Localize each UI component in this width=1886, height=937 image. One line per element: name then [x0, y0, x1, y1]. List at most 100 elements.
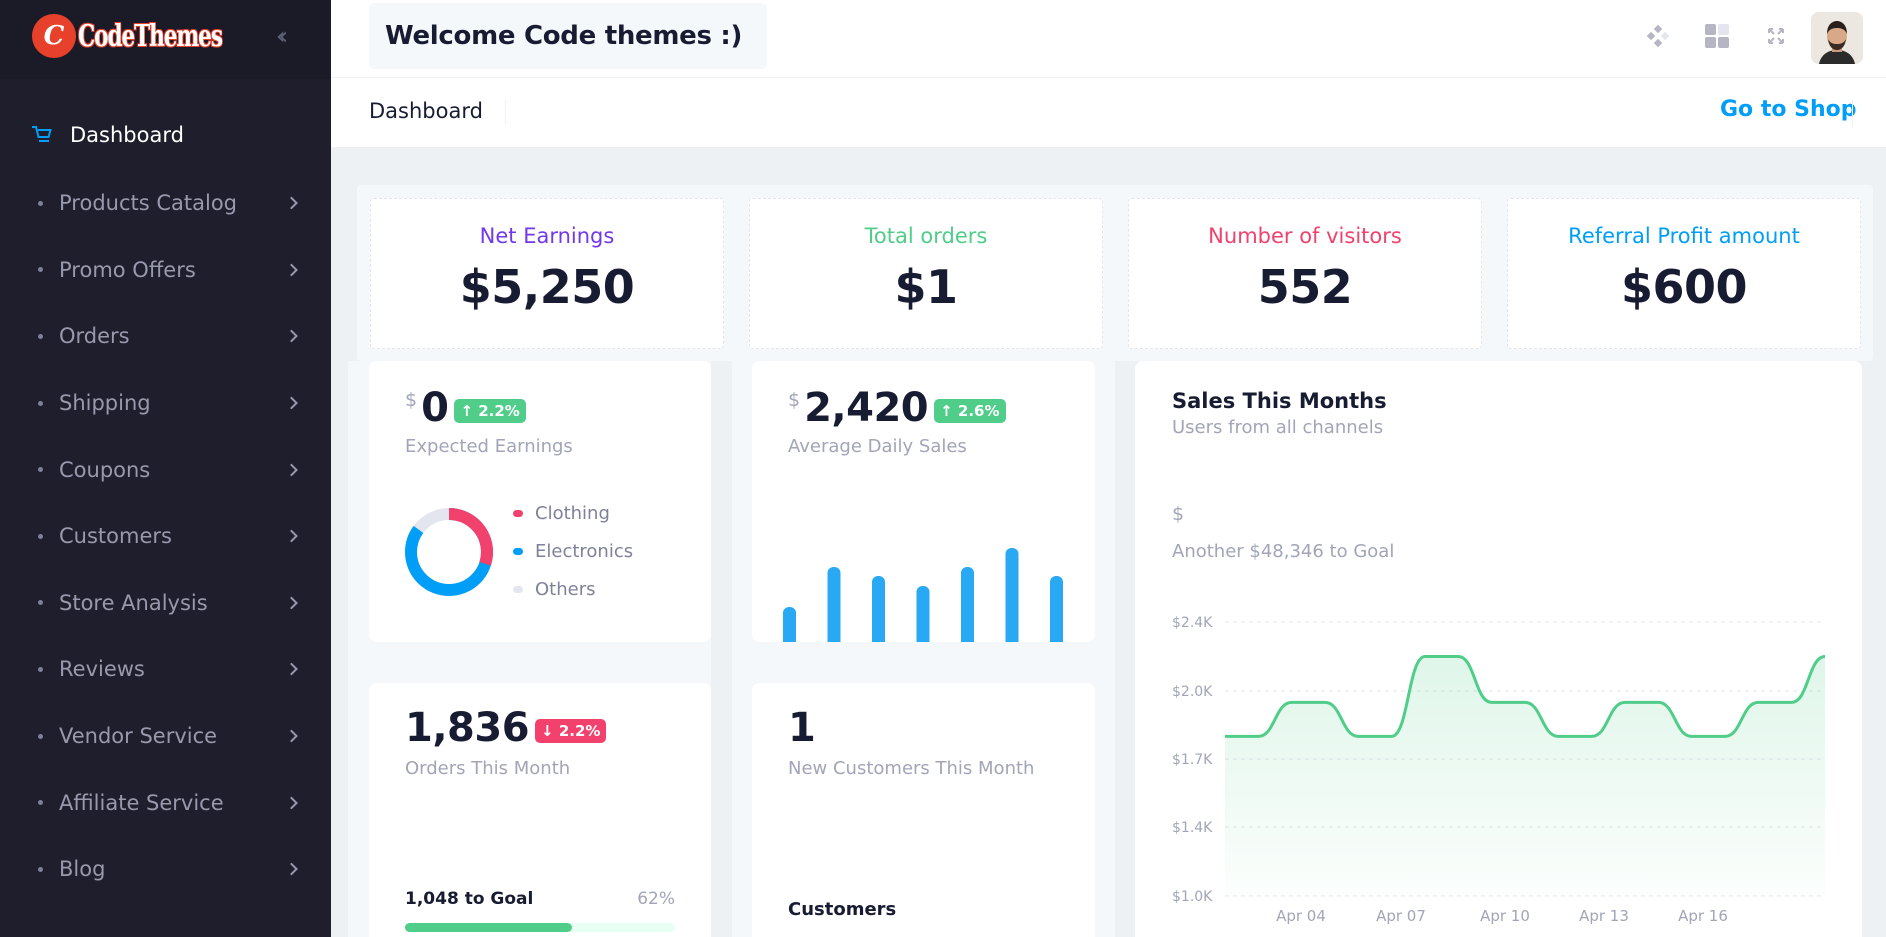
collapse-sidebar-icon[interactable]: ‹‹ — [276, 22, 288, 50]
card-label: Orders This Month — [405, 758, 571, 779]
legend-label: Others — [535, 578, 596, 600]
sidebar-item-store-analysis[interactable]: Store Analysis — [0, 570, 331, 637]
y-tick-label: $1.4K — [1172, 820, 1213, 836]
stat-value: $5,250 — [459, 260, 635, 314]
daily-sales-card: $2,420 ↑ 2.6% Average Daily Sales — [752, 361, 1095, 642]
sales-area-fill — [1225, 656, 1825, 896]
y-tick-label: $1.7K — [1172, 752, 1213, 768]
chart-title: Sales This Months — [1172, 389, 1387, 413]
daily-sales-bar — [872, 576, 885, 642]
logo-text: CodeThemes — [78, 18, 223, 54]
orders-value: 1,836 — [405, 705, 530, 751]
sidebar-item-label: Shipping — [59, 391, 151, 416]
badge-value: 2.2% — [558, 721, 601, 740]
sidebar-item-affiliate-service[interactable]: Affiliate Service — [0, 769, 331, 836]
logo-badge: C — [32, 14, 76, 58]
stat-label: Net Earnings — [479, 224, 615, 248]
toolbar-divider — [1852, 100, 1853, 126]
new-customers-card: 1 New Customers This Month Customers — [752, 683, 1095, 937]
sidebar-item-vendor-service[interactable]: Vendor Service — [0, 703, 331, 770]
sidebar-item-dashboard[interactable]: Dashboard — [0, 106, 331, 164]
bullet-icon — [38, 866, 43, 872]
legend-dot — [513, 585, 523, 593]
go-to-shop-link[interactable]: Go to Shop — [1720, 97, 1857, 122]
sidebar-item-label: Dashboard — [70, 123, 184, 147]
expected-earnings-card: $0 ↑ 2.2% Expected Earnings Clothing Elec… — [369, 361, 711, 642]
grid-icon[interactable] — [1703, 22, 1731, 50]
bullet-icon — [38, 267, 43, 273]
daily-sales-bar — [827, 567, 841, 642]
sidebar-item-label: Store Analysis — [59, 590, 208, 615]
new-customers-value: 1 — [788, 705, 816, 751]
chevron-right-icon — [285, 529, 298, 543]
card-label: Average Daily Sales — [788, 436, 967, 457]
sidebar-item-label: Blog — [59, 857, 106, 882]
sidebar-item-label: Orders — [59, 324, 130, 349]
sales-line — [1225, 655, 1826, 738]
legend-label: Clothing — [535, 502, 610, 524]
chevron-right-icon — [285, 263, 298, 277]
page-title: Dashboard — [369, 99, 483, 123]
sidebar-item-blog[interactable]: Blog — [0, 836, 331, 903]
bullet-icon — [38, 733, 43, 739]
bullet-icon — [38, 200, 43, 206]
x-tick-label: Apr 04 — [1276, 907, 1326, 925]
daily-sales-bar-chart — [783, 548, 1063, 642]
bullet-icon — [38, 666, 43, 672]
sidebar-item-label: Affiliate Service — [59, 790, 224, 815]
goal-progress-fill — [405, 923, 573, 932]
daily-sales-bar — [783, 607, 796, 642]
sidebar-item-promo-offers[interactable]: Promo Offers — [0, 237, 331, 304]
user-avatar[interactable] — [1811, 12, 1863, 64]
chevron-right-icon — [285, 463, 298, 477]
goal-text: Another $48,346 to Goal — [1172, 541, 1395, 562]
trend-badge: ↑ 2.2% — [454, 398, 526, 423]
donut-legend: Clothing Electronics Others — [513, 494, 633, 608]
page-toolbar: Dashboard Go to Shop — [331, 78, 1886, 147]
daily-sales-bar — [1050, 576, 1063, 642]
daily-sales-bar — [916, 586, 930, 642]
sidebar-item-shipping[interactable]: Shipping — [0, 370, 331, 437]
chevron-right-icon — [285, 796, 298, 810]
sidebar-item-label: Promo Offers — [59, 257, 196, 282]
legend-dot — [513, 547, 523, 555]
card-label: New Customers This Month — [788, 758, 1035, 779]
fullscreen-icon[interactable] — [1762, 22, 1790, 50]
brand-logo[interactable]: C CodeThemes — [32, 14, 278, 58]
currency-symbol: $ — [788, 389, 801, 411]
chevron-right-icon — [285, 330, 298, 343]
bullet-icon — [38, 533, 43, 539]
sidebar-item-customers[interactable]: Customers — [0, 503, 331, 570]
sidebar: C CodeThemes ‹‹ Dashboard Products Catal… — [0, 0, 331, 937]
stat-label: Referral Profit amount — [1568, 224, 1800, 248]
customers-section-title: Customers — [788, 899, 897, 920]
bullet-icon — [38, 600, 43, 606]
trend-badge: ↑ 2.6% — [934, 398, 1006, 423]
chevron-right-icon — [285, 729, 298, 743]
donut-segment-clothing — [405, 508, 493, 596]
stat-card-visitors: Number of visitors 552 — [1128, 198, 1482, 349]
top-header: Welcome Code themes :) — [331, 0, 1886, 78]
sidebar-item-products-catalog[interactable]: Products Catalog — [0, 170, 331, 237]
y-tick-label: $1.0K — [1172, 889, 1213, 905]
sidebar-item-label: Products Catalog — [59, 191, 237, 216]
daily-sales-bar — [1005, 548, 1019, 642]
sidebar-item-label: Customers — [59, 524, 172, 549]
sidebar-item-coupons[interactable]: Coupons — [0, 436, 331, 503]
welcome-banner: Welcome Code themes :) — [369, 3, 767, 69]
sidebar-item-label: Coupons — [59, 457, 151, 482]
trend-badge: ↓ 2.2% — [535, 718, 607, 743]
stat-value: 552 — [1257, 260, 1353, 314]
x-tick-label: Apr 13 — [1579, 907, 1629, 925]
logo-bar: C CodeThemes ‹‹ — [0, 0, 331, 79]
y-tick-label: $2.0K — [1172, 684, 1213, 700]
sidebar-item-orders[interactable]: Orders — [0, 303, 331, 370]
daily-sales-bar — [961, 567, 974, 642]
diamond-dots-icon[interactable] — [1644, 22, 1672, 50]
sidebar-item-reviews[interactable]: Reviews — [0, 636, 331, 703]
badge-value: 2.2% — [478, 401, 520, 420]
sales-area-chart: $1.0K $1.4K $1.7K $2.0K $2.4K Apr 04 Apr 07 Apr… — [1172, 615, 1826, 925]
y-tick-label: $2.4K — [1172, 615, 1213, 631]
bullet-icon — [38, 800, 43, 806]
chevron-right-icon — [285, 862, 298, 876]
